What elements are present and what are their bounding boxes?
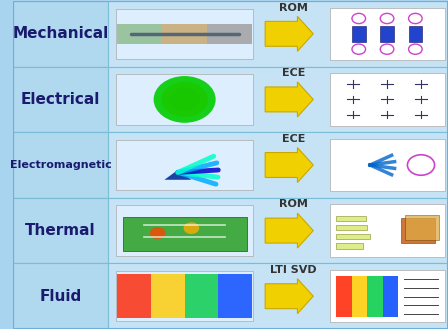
FancyBboxPatch shape xyxy=(218,274,252,318)
FancyBboxPatch shape xyxy=(123,217,247,251)
Text: Fluid: Fluid xyxy=(39,289,82,304)
Text: Mechanical: Mechanical xyxy=(13,26,109,41)
Text: ECE: ECE xyxy=(282,134,305,144)
FancyBboxPatch shape xyxy=(116,140,253,190)
FancyArrow shape xyxy=(265,279,313,314)
Circle shape xyxy=(184,222,199,234)
FancyBboxPatch shape xyxy=(13,264,448,329)
FancyBboxPatch shape xyxy=(117,24,162,44)
FancyBboxPatch shape xyxy=(162,24,207,44)
FancyBboxPatch shape xyxy=(336,276,352,317)
FancyBboxPatch shape xyxy=(116,9,253,59)
Circle shape xyxy=(177,93,192,105)
FancyBboxPatch shape xyxy=(13,198,108,264)
FancyBboxPatch shape xyxy=(401,218,435,243)
FancyBboxPatch shape xyxy=(330,270,444,322)
FancyBboxPatch shape xyxy=(330,73,444,126)
Circle shape xyxy=(161,82,208,117)
Text: ROM: ROM xyxy=(279,3,308,13)
FancyBboxPatch shape xyxy=(13,1,448,67)
Circle shape xyxy=(169,88,200,111)
FancyBboxPatch shape xyxy=(409,26,422,41)
FancyBboxPatch shape xyxy=(405,215,439,240)
Circle shape xyxy=(150,227,165,239)
FancyBboxPatch shape xyxy=(185,274,218,318)
FancyArrow shape xyxy=(265,16,313,51)
FancyBboxPatch shape xyxy=(116,271,253,321)
FancyBboxPatch shape xyxy=(13,67,108,132)
FancyBboxPatch shape xyxy=(336,225,367,230)
Text: Thermal: Thermal xyxy=(25,223,96,238)
FancyArrow shape xyxy=(265,213,313,248)
FancyBboxPatch shape xyxy=(13,198,448,264)
Text: Electromagnetic: Electromagnetic xyxy=(10,160,112,170)
FancyBboxPatch shape xyxy=(352,26,366,41)
FancyBboxPatch shape xyxy=(330,204,444,257)
FancyArrow shape xyxy=(265,82,313,117)
FancyBboxPatch shape xyxy=(207,24,252,44)
FancyBboxPatch shape xyxy=(380,26,394,41)
FancyBboxPatch shape xyxy=(13,132,108,198)
FancyBboxPatch shape xyxy=(151,274,185,318)
FancyBboxPatch shape xyxy=(116,205,253,256)
FancyBboxPatch shape xyxy=(117,274,151,318)
FancyBboxPatch shape xyxy=(336,243,363,248)
FancyBboxPatch shape xyxy=(116,74,253,125)
FancyBboxPatch shape xyxy=(336,234,370,239)
FancyBboxPatch shape xyxy=(367,276,383,317)
Polygon shape xyxy=(164,170,191,180)
FancyArrow shape xyxy=(265,148,313,183)
FancyBboxPatch shape xyxy=(336,216,366,221)
FancyBboxPatch shape xyxy=(13,264,108,329)
FancyBboxPatch shape xyxy=(13,132,448,198)
Text: ECE: ECE xyxy=(282,68,305,78)
FancyBboxPatch shape xyxy=(330,139,444,191)
FancyBboxPatch shape xyxy=(13,1,108,67)
FancyBboxPatch shape xyxy=(13,67,448,132)
Text: Electrical: Electrical xyxy=(21,92,100,107)
Text: LTI SVD: LTI SVD xyxy=(270,265,317,275)
Circle shape xyxy=(154,76,215,123)
FancyBboxPatch shape xyxy=(330,8,444,60)
Text: ROM: ROM xyxy=(279,199,308,210)
FancyBboxPatch shape xyxy=(352,276,367,317)
FancyBboxPatch shape xyxy=(383,276,398,317)
